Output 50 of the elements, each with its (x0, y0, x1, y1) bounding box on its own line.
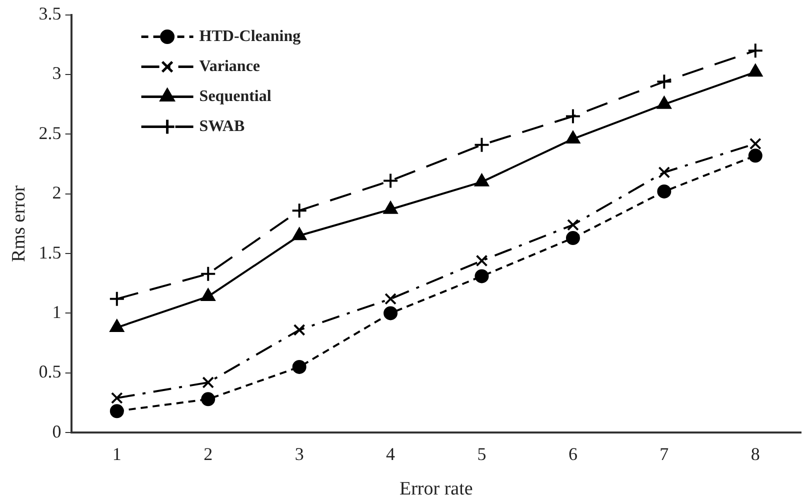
point (566, 231, 580, 246)
y-tick-label: 2.5 (38, 122, 62, 143)
point (748, 64, 762, 77)
x-tick-label: 7 (660, 444, 669, 464)
point (110, 404, 124, 418)
x-tick-label: 5 (477, 444, 486, 464)
point (567, 218, 579, 231)
legend-label: Sequential (199, 88, 272, 105)
point (657, 184, 672, 198)
y-tick-label: 1.5 (38, 242, 62, 262)
point (658, 166, 670, 178)
x-tick-label: 1 (112, 444, 122, 464)
x-tick-label: 3 (294, 444, 304, 464)
point (292, 360, 306, 374)
point (110, 392, 123, 404)
point (200, 266, 216, 282)
point (382, 172, 399, 189)
point (474, 269, 489, 284)
legend-label: HTD-Cleaning (199, 28, 301, 45)
point (292, 228, 306, 240)
point (384, 292, 396, 305)
point (108, 290, 125, 307)
point (293, 324, 306, 336)
legend-label: Variance (199, 58, 260, 75)
point (291, 202, 308, 219)
point (201, 392, 216, 406)
point (748, 148, 762, 163)
point (474, 136, 490, 153)
y-tick-label: 1 (52, 302, 62, 322)
point (476, 254, 488, 267)
point (749, 138, 762, 150)
x-axis-title: Error rate (399, 478, 473, 500)
x-tick-label: 6 (568, 444, 578, 464)
point (656, 74, 672, 90)
y-tick-label: 2 (52, 182, 62, 203)
y-tick-label: 3 (52, 63, 62, 84)
point (202, 376, 214, 388)
y-tick-label: 3.5 (38, 4, 62, 24)
y-axis-title: Rms error (8, 184, 30, 262)
point (110, 320, 124, 332)
x-tick-label: 2 (204, 444, 213, 464)
point (564, 108, 581, 124)
point (201, 288, 216, 302)
y-tick-label: 0.5 (38, 362, 62, 382)
point (384, 306, 398, 320)
point (747, 42, 764, 59)
y-tick-label: 0 (52, 421, 62, 442)
x-tick-label: 4 (386, 444, 396, 464)
x-tick-label: 8 (750, 444, 760, 464)
legend-label: SWAB (199, 118, 245, 135)
